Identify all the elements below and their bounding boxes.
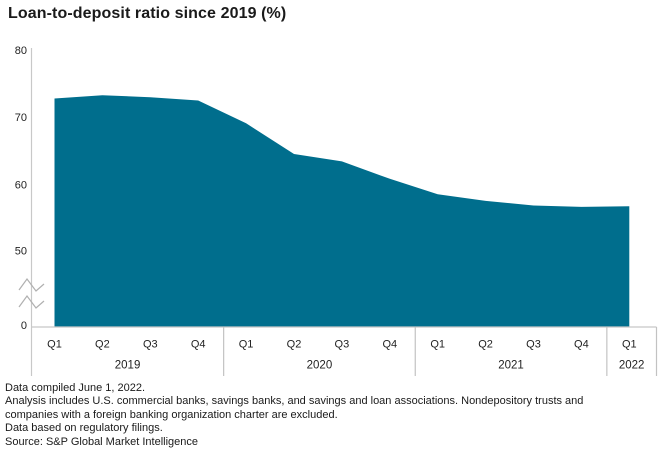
axis-break-mark — [18, 277, 45, 292]
y-tick-label: 0 — [21, 320, 27, 332]
year-label: 2022 — [619, 360, 645, 372]
footnotes: Data compiled June 1, 2022. Analysis inc… — [5, 382, 583, 449]
footnote-line: Data compiled June 1, 2022. — [5, 382, 146, 394]
footnote-line: Source: S&P Global Market Intelligence — [5, 435, 199, 448]
x-tick-label: Q4 — [191, 338, 206, 350]
x-tick-label: Q4 — [574, 338, 589, 350]
x-tick-label: Q1 — [47, 338, 62, 350]
y-tick-label: 80 — [15, 45, 27, 57]
x-tick-label: Q2 — [287, 338, 302, 350]
x-tick-label: Q3 — [143, 338, 158, 350]
y-tick-label: 70 — [15, 112, 27, 124]
chart-title: Loan-to-deposit ratio since 2019 (%) — [8, 5, 287, 22]
x-tick-label: Q2 — [95, 338, 110, 350]
x-tick-label: Q1 — [430, 338, 445, 350]
x-tick-label: Q2 — [478, 338, 493, 350]
footnote-line: companies with a foreign banking organiz… — [5, 408, 338, 421]
y-tick-label: 60 — [15, 179, 27, 191]
footnote-line: Analysis includes U.S. commercial banks,… — [5, 395, 584, 408]
x-tick-label: Q1 — [622, 338, 637, 350]
x-tick-label: Q3 — [335, 338, 350, 350]
loan-to-deposit-area-chart: 80 70 60 50 0 Q1 Q2 Q3 Q4 Q1 Q2 Q3 Q4 Q1 Q2 Q3 Q4 Q1 2019 2… — [15, 45, 658, 376]
footnote-line: Data based on regulatory filings. — [5, 422, 163, 435]
year-label: 2020 — [307, 360, 333, 372]
year-label: 2021 — [498, 360, 524, 372]
year-label: 2019 — [115, 360, 141, 372]
x-tick-label: Q3 — [526, 338, 541, 350]
axis-break-mark — [18, 294, 45, 309]
x-tick-label: Q1 — [239, 338, 254, 350]
y-tick-label: 50 — [15, 245, 27, 257]
loan-to-deposit-area-series — [54, 95, 630, 327]
x-tick-label: Q4 — [382, 338, 397, 350]
